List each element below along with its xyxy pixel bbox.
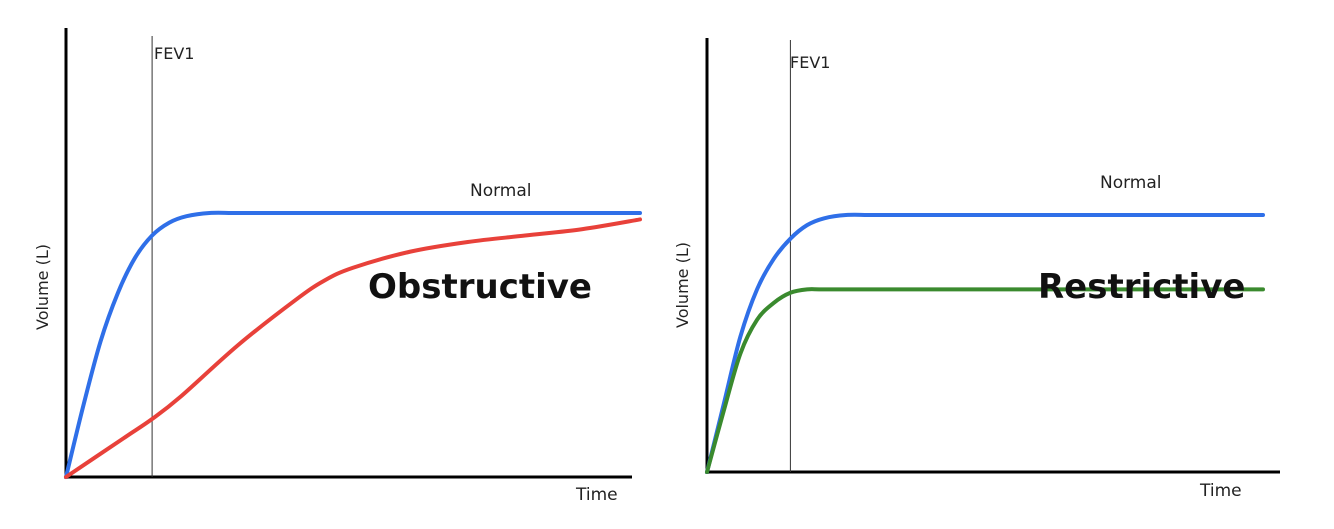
series-line-1: [705, 287, 1265, 474]
y-axis-label: Volume (L): [33, 244, 52, 330]
obstructive-panel: FEV1 Normal Obstructive Time Volume (L): [33, 28, 642, 505]
pattern-annotation: Restrictive: [1038, 267, 1245, 307]
pattern-annotation: Obstructive: [368, 267, 592, 307]
series-normal-line: [64, 210, 642, 479]
y-axis-label: Volume (L): [673, 242, 692, 328]
fev1-label: FEV1: [154, 44, 194, 63]
series-label-normal: Normal: [470, 181, 532, 201]
x-axis-label: Time: [575, 485, 618, 505]
restrictive-panel: FEV1 Normal Restrictive Time Volume (L): [673, 38, 1280, 501]
series-line-1: [64, 217, 642, 479]
x-axis-label: Time: [1199, 481, 1242, 501]
series-label-normal: Normal: [1100, 173, 1162, 193]
fev1-label: FEV1: [790, 53, 830, 72]
series-normal-line: [705, 212, 1265, 474]
